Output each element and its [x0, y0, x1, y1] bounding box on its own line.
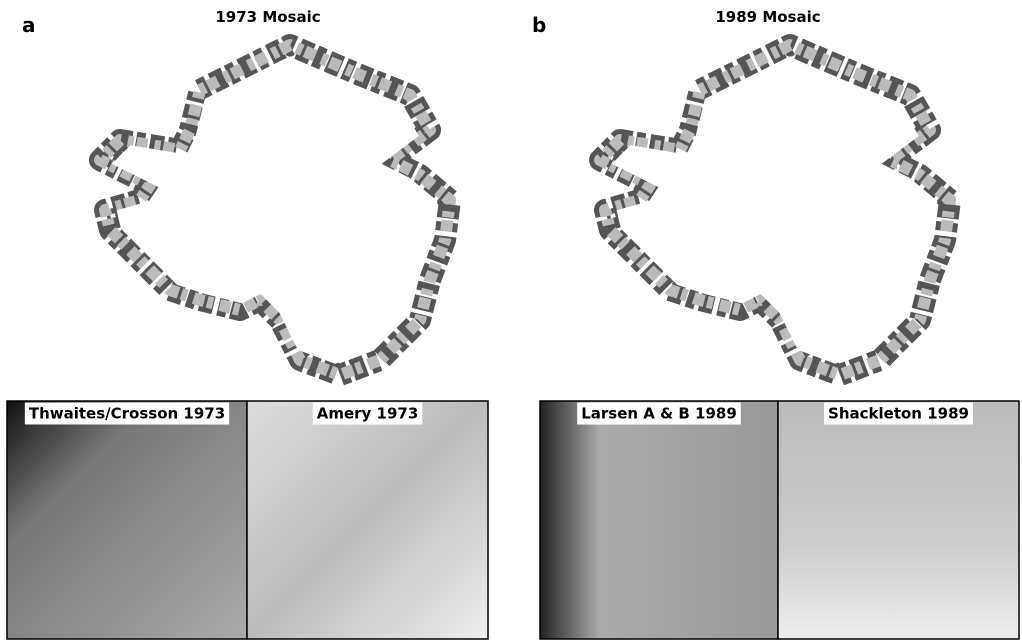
mosaic-title: 1973 Mosaic [215, 8, 320, 26]
mosaic-map [100, 45, 450, 375]
panel-letter: b [532, 13, 546, 37]
page: {"panels": [ {"letter": "a", "title": "1… [0, 0, 1022, 641]
figure: a 1973 Mosaic Thwaites/Crosson 1973 Amery 1… [0, 0, 1022, 641]
inset-title: Thwaites/Crosson 1973 [29, 405, 225, 423]
inset-image [7, 401, 247, 639]
inset-title: Amery 1973 [317, 405, 419, 423]
inset-title: Shackleton 1989 [828, 405, 969, 423]
panel: a 1973 Mosaic Thwaites/Crosson 1973 Amery 1… [7, 8, 488, 639]
mosaic-title: 1989 Mosaic [715, 8, 820, 26]
inset-title: Larsen A & B 1989 [581, 405, 737, 423]
panels: a 1973 Mosaic Thwaites/Crosson 1973 Amery 1… [7, 8, 1019, 639]
panel-letter: a [22, 13, 36, 37]
inset-image [247, 401, 488, 639]
inset-image [778, 401, 1019, 639]
mosaic-map [600, 45, 950, 375]
inset-image [540, 401, 778, 639]
panel: b 1989 Mosaic Larsen A & B 1989 Shackleton … [532, 8, 1019, 639]
